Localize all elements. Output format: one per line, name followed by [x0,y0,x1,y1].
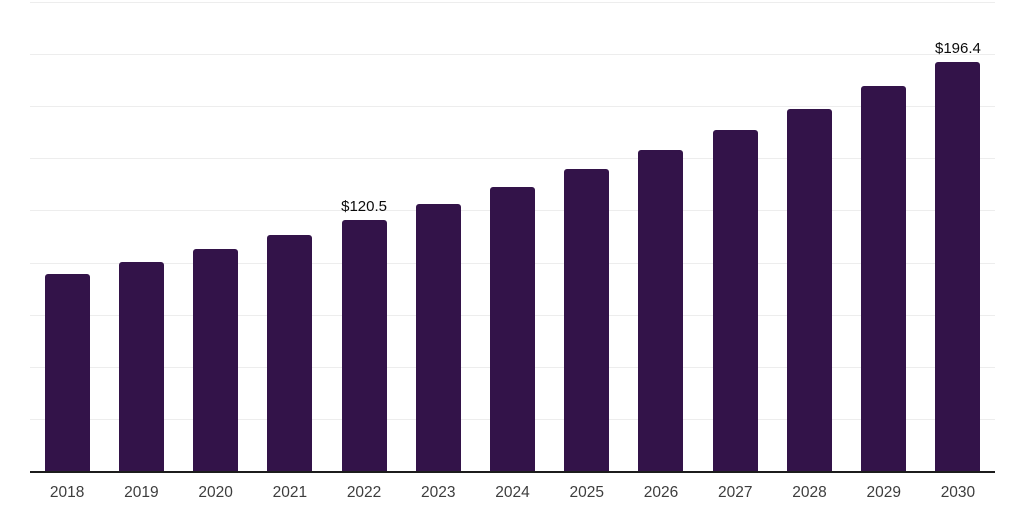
x-tick-label: 2029 [866,484,901,501]
bar [415,203,461,471]
bar-value-label: $196.4 [934,39,981,57]
gridline [30,2,995,3]
x-tick-label: 2023 [421,484,456,501]
bar-column [847,2,921,471]
gridline [30,54,995,56]
bar [341,219,387,471]
bar [638,150,684,471]
x-tick-label: 2027 [717,484,753,501]
x-tick-label: 2025 [569,484,604,501]
bar [193,248,239,471]
bar-column [475,2,549,471]
x-tick-label: 2019 [124,484,159,501]
bar-value-label: $120.5 [341,197,387,215]
bar-column [104,2,178,471]
bar-column [772,2,846,471]
bar-column [253,2,327,471]
bar [564,169,610,471]
x-tick-label: 2022 [346,484,382,501]
bar [786,108,832,471]
bar [118,261,164,471]
bar-column: $196.4 [921,2,995,471]
bar-column [624,2,698,471]
bar-column [178,2,252,471]
x-tick-label: 2028 [792,484,827,501]
bar [490,187,536,471]
bar [861,85,907,471]
bar-column [550,2,624,471]
bar-column [30,2,104,471]
bars-row: $120.5 $196.4 [30,2,995,471]
bar [935,61,981,471]
x-tick-label: 2018 [49,484,85,501]
x-axis-labels: 2018 2019 2020 2021 2022 2023 2024 2025 2026 2027… [30,473,995,502]
x-tick-label: 2024 [495,484,530,501]
bar [44,274,90,471]
bar-column [698,2,772,471]
x-tick-label: 2026 [643,484,679,501]
gridline [30,106,995,108]
bar-column [401,2,475,471]
bar-column: $120.5 [327,2,401,471]
plot-area: $120.5 $196.4 [30,2,995,473]
x-tick-label: 2020 [198,484,233,501]
bar [267,234,313,471]
x-tick-label: 2030 [940,484,976,501]
x-tick-label: 2021 [272,484,308,501]
bar [712,130,758,471]
gridline [30,158,995,160]
